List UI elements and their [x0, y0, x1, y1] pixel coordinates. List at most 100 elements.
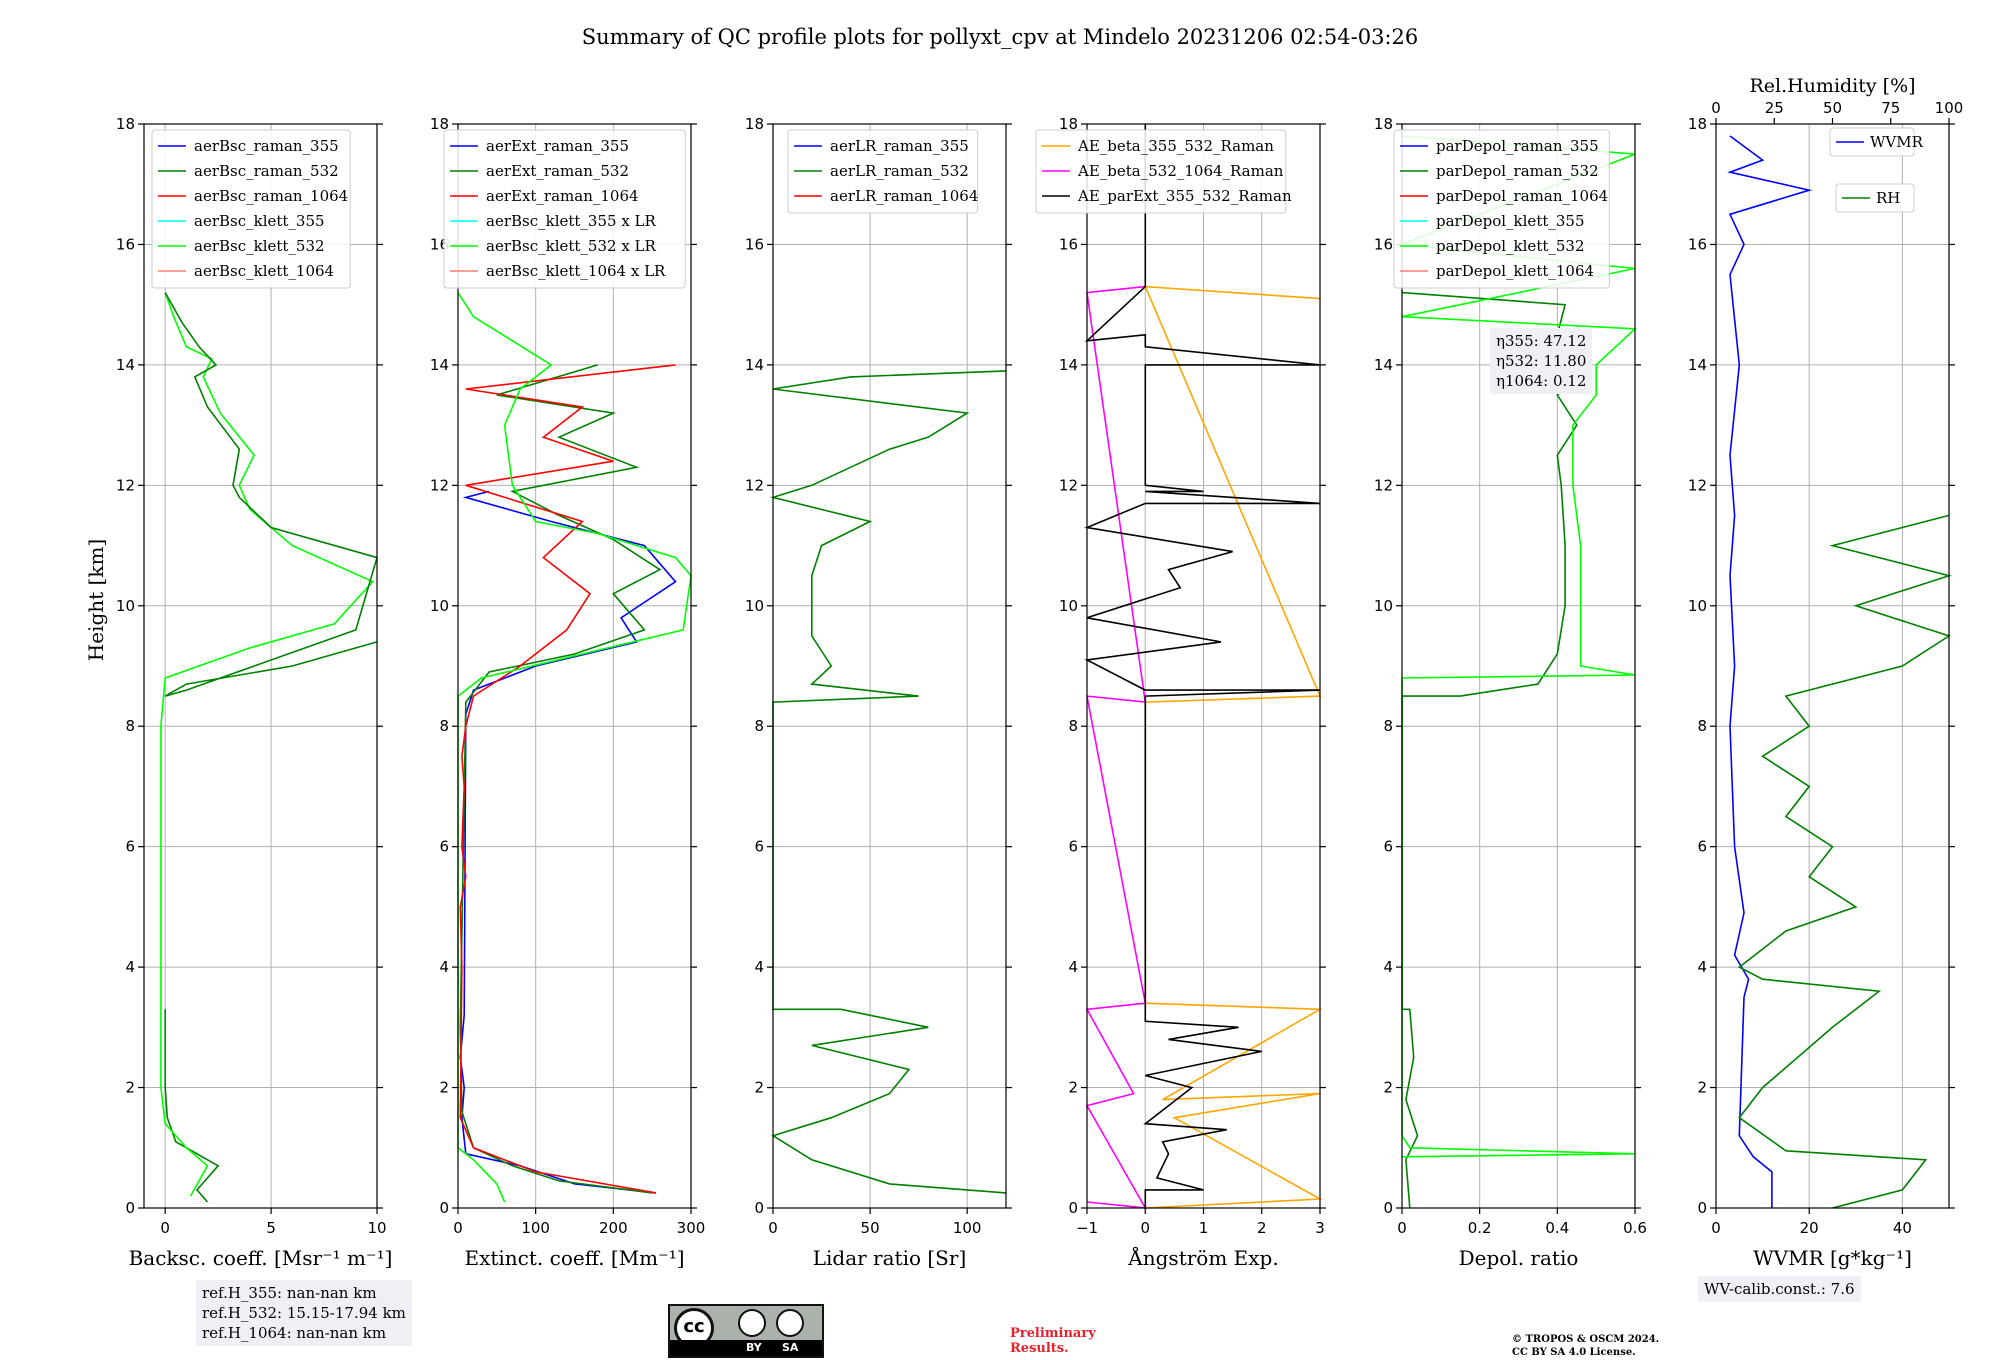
series-line-AE-parExt-355-532-Raman [1084, 124, 1321, 1208]
y-tick-label-9: 18 [430, 115, 449, 133]
ref-height-355: ref.H_355: nan-nan km [202, 1284, 377, 1302]
y-tick-label-4: 8 [1697, 717, 1707, 735]
x2-tick-label-3: 75 [1881, 99, 1900, 117]
x-tick-label-2: 100 [953, 1219, 982, 1237]
y-tick-label-4: 8 [125, 717, 135, 735]
x2-tick-label-1: 25 [1765, 99, 1784, 117]
legend-label-parDepol-klett-532: parDepol_klett_532 [1436, 237, 1585, 255]
y-tick-label-2: 4 [1068, 958, 1078, 976]
plot-frame [143, 123, 378, 1209]
y-tick-label-3: 6 [754, 838, 764, 856]
legend-label-aerBsc-klett-1064-x-LR: aerBsc_klett_1064 x LR [486, 262, 666, 280]
cc-sa-label: SA [782, 1341, 799, 1354]
plot-frame [1715, 123, 1950, 1209]
y-tick-label-5: 10 [1374, 597, 1393, 615]
series-line-aerExt-raman-1064 [459, 364, 676, 1194]
copyright-line-2: CC BY SA 4.0 License. [1512, 1347, 1636, 1358]
y-tick-label-2: 4 [1383, 958, 1393, 976]
x-axis-label: Lidar ratio [Sr] [813, 1246, 967, 1270]
panel-1: 0 2 4 6 8 10 12 14 16 18 0 5 10 Backsc. coeff. [Msr⁻¹… [116, 115, 392, 1270]
x-tick-label-3: 2 [1257, 1219, 1267, 1237]
legend-label-aerBsc-klett-355: aerBsc_klett_355 [194, 212, 325, 230]
y-tick-label-3: 6 [1697, 838, 1707, 856]
x-axis-label: WVMR [g*kg⁻¹] [1753, 1246, 1912, 1270]
preliminary-note: Preliminary Results. [1010, 1326, 1096, 1356]
x-tick-label-2: 10 [367, 1219, 386, 1237]
legend-label-parDepol-raman-1064: parDepol_raman_1064 [1436, 187, 1608, 205]
y-tick-label-5: 10 [430, 597, 449, 615]
y-tick-label-0: 0 [1383, 1199, 1393, 1217]
y-tick-label-8: 16 [116, 235, 135, 253]
x2-tick-label-2: 50 [1823, 99, 1842, 117]
legend-label-aerLR-raman-532: aerLR_raman_532 [830, 162, 969, 180]
y-tick-label-8: 16 [1374, 235, 1393, 253]
legend-box-2 [1835, 183, 1915, 213]
x-axis-label: Backsc. coeff. [Msr⁻¹ m⁻¹] [129, 1246, 393, 1270]
y-tick-label-6: 12 [1059, 476, 1078, 494]
x-tick-label-2: 200 [599, 1219, 628, 1237]
y-tick-label-0: 0 [125, 1199, 135, 1217]
series-line-aerExt-raman-355 [459, 490, 677, 1194]
ref-height-1064: ref.H_1064: nan-nan km [202, 1324, 387, 1342]
y-tick-label-6: 12 [430, 476, 449, 494]
legend-label-aerExt-raman-1064: aerExt_raman_1064 [486, 187, 639, 205]
x-axis-label: Depol. ratio [1459, 1246, 1579, 1270]
cc-badge-bar: BY SA [670, 1340, 822, 1356]
x-tick-label-0: 0 [160, 1219, 170, 1237]
y-tick-label-0: 0 [439, 1199, 449, 1217]
x-tick-label-3: 0.6 [1623, 1219, 1647, 1237]
legend-label-aerBsc-klett-532: aerBsc_klett_532 [194, 237, 325, 255]
x-tick-label-1: 5 [266, 1219, 276, 1237]
cc-license-badge: cc BY SA [668, 1304, 824, 1358]
y-tick-label-3: 6 [439, 838, 449, 856]
x2-tick-label-0: 0 [1711, 99, 1721, 117]
panel-5: 0 2 4 6 8 10 12 14 16 18 0 0.2 0.4 0.6 Depol. ratio par… [1374, 115, 1647, 1270]
ref-height-box: ref.H_355: nan-nan km ref.H_532: 15.15-1… [196, 1280, 412, 1346]
x-tick-label-0: 0 [1397, 1219, 1407, 1237]
legend-box-1 [1829, 127, 1915, 157]
x-tick-label-2: 1 [1199, 1219, 1209, 1237]
y-tick-label-1: 2 [1068, 1079, 1078, 1097]
by-attribution-icon [738, 1309, 766, 1337]
x-tick-label-0: −1 [1076, 1219, 1098, 1237]
y-tick-label-3: 6 [125, 838, 135, 856]
y-tick-label-6: 12 [116, 476, 135, 494]
y-tick-label-4: 8 [754, 717, 764, 735]
y-tick-label-6: 12 [1374, 476, 1393, 494]
y-tick-label-6: 12 [1688, 476, 1707, 494]
x2-axis-label: Rel.Humidity [%] [1749, 75, 1915, 97]
legend-box [443, 129, 686, 289]
eta-box: η355: 47.12 η532: 11.80 η1064: 0.12 [1490, 328, 1593, 394]
y-tick-label-4: 8 [1068, 717, 1078, 735]
series-line-parDepol-klett-532 [1401, 135, 1637, 1158]
eta-1064: η1064: 0.12 [1496, 372, 1587, 390]
plot-frame [1401, 123, 1636, 1209]
series-line-aerBsc-raman-532 [164, 1009, 220, 1203]
y-tick-label-2: 4 [125, 958, 135, 976]
y-tick-label-5: 10 [1059, 597, 1078, 615]
y-tick-label-9: 18 [1374, 115, 1393, 133]
plot-frame [772, 123, 1007, 1209]
y-tick-label-7: 14 [1688, 356, 1707, 374]
legend-label-aerBsc-klett-355-x-LR: aerBsc_klett_355 x LR [486, 212, 657, 230]
copyright-line-1: © TROPOS & OSCM 2024. [1512, 1334, 1660, 1345]
legend-label-aerExt-raman-355: aerExt_raman_355 [486, 137, 629, 155]
y-tick-label-4: 8 [439, 717, 449, 735]
x-tick-label-1: 0.2 [1468, 1219, 1492, 1237]
y-tick-label-2: 4 [1697, 958, 1707, 976]
legend-label-aerBsc-raman-1064: aerBsc_raman_1064 [194, 187, 348, 205]
panel-3: 0 2 4 6 8 10 12 14 16 18 0 50 100 Lidar ratio [Sr] aer… [745, 115, 1012, 1270]
y-tick-label-4: 8 [1383, 717, 1393, 735]
legend-label-aerExt-raman-532: aerExt_raman_532 [486, 162, 629, 180]
y-tick-label-3: 6 [1383, 838, 1393, 856]
y-tick-label-7: 14 [1374, 356, 1393, 374]
plot-frame [457, 123, 692, 1209]
y-tick-label-0: 0 [1697, 1199, 1707, 1217]
x-tick-label-0: 0 [453, 1219, 463, 1237]
y-tick-label-7: 14 [116, 356, 135, 374]
legend-label-parDepol-klett-1064: parDepol_klett_1064 [1436, 262, 1594, 280]
copyright-note: © TROPOS & OSCM 2024. CC BY SA 4.0 Licen… [1512, 1333, 1659, 1359]
